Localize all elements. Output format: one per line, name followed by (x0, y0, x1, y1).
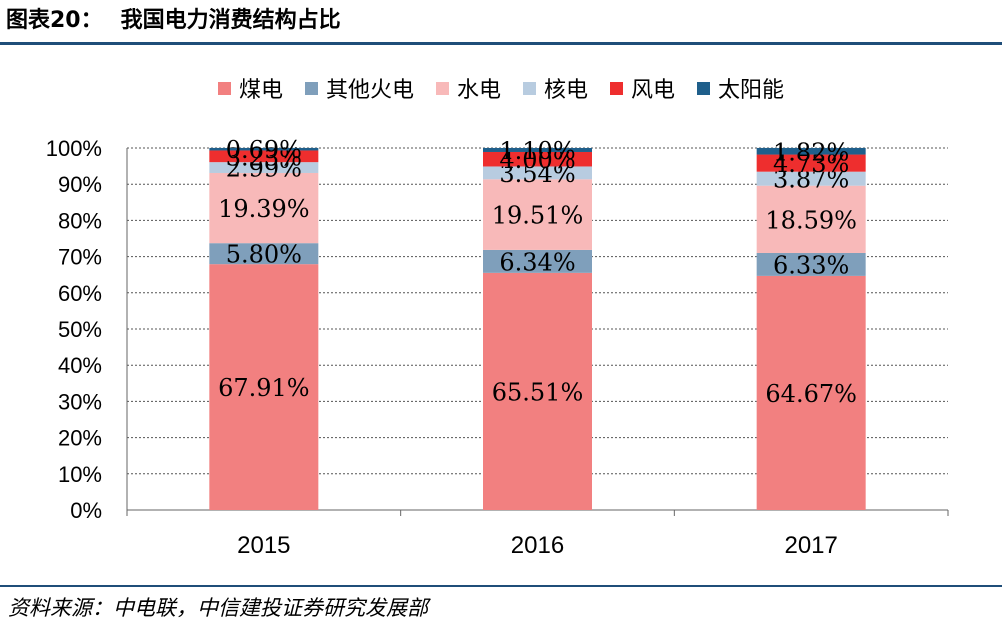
legend-item: 水电 (435, 72, 501, 104)
y-tick-label: 70% (58, 245, 102, 270)
data-label: 1.82% (773, 138, 849, 166)
legend-swatch (697, 81, 711, 95)
legend-swatch (217, 81, 231, 95)
y-tick-label: 20% (58, 426, 102, 451)
bar-segment (756, 154, 866, 172)
y-tick-label: 90% (58, 172, 102, 197)
bar-segment (483, 148, 592, 152)
legend-item: 太阳能 (697, 72, 784, 104)
legend-item: 煤电 (217, 72, 283, 104)
data-label: 19.51% (492, 202, 584, 230)
y-tick-label: 40% (58, 353, 102, 378)
data-label: 0.69% (226, 136, 302, 164)
bar-segment (209, 147, 319, 151)
legend-swatch (304, 81, 318, 95)
data-label: 19.39% (218, 195, 310, 223)
stacked-bar-chart: 0% 10% 20% 30% 40% 50% 60% 70% 80% 90% 100% 67.91% 5… (46, 136, 949, 559)
bar-segment (209, 172, 319, 244)
bar-segment (483, 272, 592, 510)
legend-label: 水电 (456, 78, 501, 103)
chart-legend: 煤电 其他火电 水电 核电 风电 太阳能 (0, 72, 1002, 104)
y-tick-label: 50% (58, 317, 102, 342)
data-label: 65.51% (492, 378, 584, 406)
legend-label: 其他火电 (325, 78, 414, 103)
bar-segment (483, 179, 592, 250)
legend-swatch (523, 81, 536, 95)
legend-label: 太阳能 (718, 78, 785, 103)
x-tick-label: 2015 (237, 532, 290, 559)
legend-swatch (610, 81, 624, 95)
bar-segment (209, 162, 319, 173)
legend-label: 风电 (631, 78, 676, 103)
bar-segment (483, 249, 592, 273)
bar-segment (756, 147, 866, 155)
y-tick-label: 30% (58, 389, 102, 414)
y-tick-label: 100% (46, 136, 102, 161)
y-tick-label: 0% (70, 498, 102, 523)
figure-title-text: 我国电力消费结构占比 (120, 8, 341, 33)
data-label: 6.33% (773, 251, 849, 279)
data-label: 5.80% (226, 241, 302, 269)
title-rule (0, 42, 1002, 45)
bar-segment (483, 166, 592, 180)
legend-label: 核电 (544, 78, 589, 103)
x-tick-label: 2017 (784, 532, 837, 559)
data-label: 18.59% (765, 206, 857, 234)
bar-segment (756, 171, 866, 186)
figure-label: 图表20： (6, 8, 103, 33)
bar-segment (756, 252, 866, 276)
legend-label: 煤电 (238, 78, 283, 103)
y-tick-label: 60% (58, 281, 102, 306)
data-label: 1.10% (499, 137, 575, 165)
bar-segment (209, 150, 319, 163)
legend-swatch (435, 81, 449, 95)
y-tick-label: 10% (58, 462, 102, 487)
source-rule (0, 585, 1002, 587)
figure-title: 图表20： 我国电力消费结构占比 (6, 2, 341, 34)
legend-item: 核电 (523, 72, 588, 104)
bar-segment (756, 185, 866, 253)
data-label: 4.73% (773, 150, 849, 178)
legend-item: 其他火电 (304, 72, 414, 104)
source-note: 资料来源：中电联，中信建投证券研究发展部 (8, 596, 428, 620)
data-label: 64.67% (765, 380, 857, 408)
data-label: 67.91% (218, 374, 310, 402)
legend-item: 风电 (610, 72, 675, 104)
bar-segment (483, 151, 592, 167)
bar-segment (209, 264, 319, 510)
data-label: 6.34% (499, 248, 575, 276)
x-tick-label: 2016 (511, 532, 564, 559)
y-tick-label: 80% (58, 208, 102, 233)
bar-segment (756, 275, 866, 510)
bar-segment (209, 243, 319, 265)
